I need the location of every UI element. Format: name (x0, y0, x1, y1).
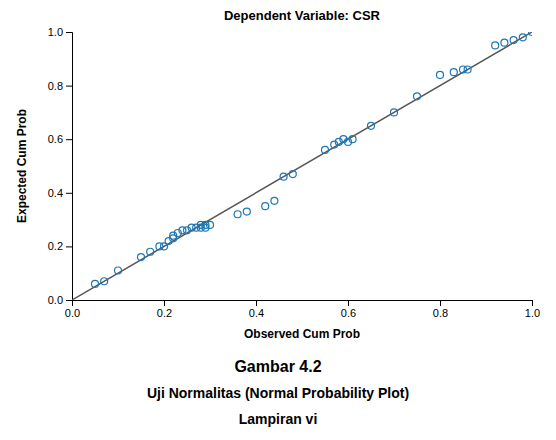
point (280, 173, 287, 180)
x-axis-title: Observed Cum Prob (244, 327, 360, 341)
x-tick: 0.2 (157, 300, 172, 319)
point (207, 221, 214, 228)
point (234, 211, 241, 218)
y-tick-label: 0.6 (48, 133, 63, 145)
x-tick-mark (348, 300, 349, 306)
x-tick: 0.0 (65, 300, 80, 319)
point (437, 71, 444, 78)
point (138, 254, 145, 261)
x-tick-label: 0.4 (249, 307, 264, 319)
marks (72, 32, 532, 300)
point (101, 278, 108, 285)
x-tick: 0.6 (341, 300, 356, 319)
point (115, 267, 122, 274)
x-tick-label: 1.0 (525, 307, 540, 319)
y-tick-mark (66, 86, 72, 87)
y-tick: 0.0 (48, 294, 72, 306)
point (147, 248, 154, 255)
y-tick-label: 0.4 (48, 187, 63, 199)
caption: Uji Normalitas (Normal Probability Plot) (147, 385, 409, 401)
reference-line (72, 32, 532, 300)
point (262, 203, 269, 210)
point (92, 280, 99, 287)
y-tick-mark (66, 246, 72, 247)
y-tick-mark (66, 193, 72, 194)
y-axis-title: Expected Cum Prob (15, 109, 29, 223)
x-tick-mark (440, 300, 441, 306)
chart: 0.0 0.2 0.4 0.6 0.8 1.0 0.0 0.2 0.4 0.6 0.8 1.0 Depe… (0, 0, 556, 440)
y-tick-label: 0.2 (48, 240, 63, 252)
y-tick-mark (66, 300, 72, 301)
x-tick-mark (532, 300, 533, 306)
caption: Gambar 4.2 (234, 358, 321, 375)
x-tick-label: 0.0 (65, 307, 80, 319)
x-tick-label: 0.2 (157, 307, 172, 319)
y-tick-label: 1.0 (48, 26, 63, 38)
x-tick: 0.8 (433, 300, 448, 319)
x-axis: 0.0 0.2 0.4 0.6 0.8 1.0 (65, 300, 540, 319)
point (322, 146, 329, 153)
point (349, 136, 356, 143)
point (391, 109, 398, 116)
point (243, 208, 250, 215)
y-tick-mark (66, 32, 72, 33)
x-tick: 0.4 (249, 300, 264, 319)
y-tick: 0.4 (48, 187, 72, 199)
point (464, 66, 471, 73)
y-axis: 0.0 0.2 0.4 0.6 0.8 1.0 (48, 26, 73, 306)
plot: 0.0 0.2 0.4 0.6 0.8 1.0 0.0 0.2 0.4 0.6 0.8 1.0 (48, 26, 540, 319)
y-tick-mark (66, 139, 72, 140)
point (450, 69, 457, 76)
title: Dependent Variable: CSR (224, 8, 381, 23)
point (271, 197, 278, 204)
point (529, 32, 533, 36)
y-tick: 0.2 (48, 240, 72, 252)
caption: Lampiran vi (239, 411, 318, 427)
x-axis-line (73, 301, 533, 307)
point (289, 171, 296, 178)
x-tick-label: 0.6 (341, 307, 356, 319)
y-tick: 0.8 (48, 80, 72, 92)
point (414, 93, 421, 100)
point (368, 122, 375, 129)
x-tick-mark (256, 300, 257, 306)
x-tick-label: 0.8 (433, 307, 448, 319)
point (519, 34, 526, 41)
point (492, 42, 499, 49)
point (501, 39, 508, 46)
x-tick: 1.0 (525, 300, 540, 319)
y-tick-label: 0.0 (48, 294, 63, 306)
y-axis-line (66, 33, 73, 301)
y-tick-label: 0.8 (48, 80, 63, 92)
point (510, 37, 517, 44)
x-tick-mark (164, 300, 165, 306)
y-tick: 1.0 (48, 26, 72, 38)
y-tick: 0.6 (48, 133, 72, 145)
